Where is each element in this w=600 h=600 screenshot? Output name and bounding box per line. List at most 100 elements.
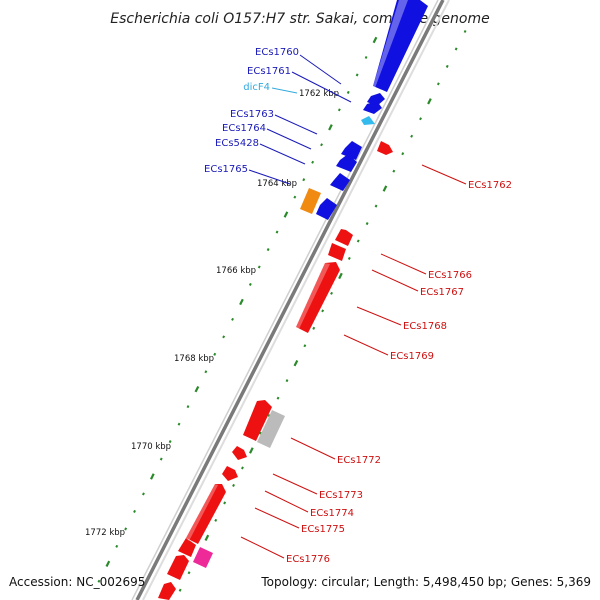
gene-label-ECs1768[interactable]: ECs1768 [403,321,447,332]
outer-track-tick [321,309,325,313]
gene-ECs1760-highlight [373,0,408,88]
inner-track-tick [257,265,261,269]
gene-ECs1774-feature[interactable] [222,466,238,481]
leader-ECs1764 [266,128,312,150]
inner-track-tick [346,90,350,94]
kbp-label-1772: 1772 kbp [85,528,125,538]
outer-track-tick [303,344,307,348]
leader-ECs5428 [259,143,306,165]
outer-track-tick [401,152,405,156]
inner-track-tick [231,317,234,321]
gene-label-ECs5428[interactable]: ECs5428 [215,138,259,149]
inner-track-tick [302,178,306,182]
leader-ECs1767 [371,269,419,292]
outer-track-tick [258,431,262,435]
outer-track-tick [374,204,378,208]
gene-label-ECs1773[interactable]: ECs1773 [319,490,363,501]
reverse-gene-labels: ECs1762 ECs1766 ECs1767 ECs1768 ECs1769 … [286,180,512,565]
gene-ECs1765-feature[interactable] [316,198,337,220]
kbp-label-1766: 1766 kbp [216,266,256,276]
outer-track-tick [330,291,333,295]
inner-track-tick [124,527,128,531]
gene-label-ECs1762[interactable]: ECs1762 [468,180,512,191]
gene-ECs1775-shade [186,484,218,541]
gene-label-ECs1760[interactable]: ECs1760 [255,47,299,58]
outer-track-tick [187,571,191,575]
leader-ECs1766 [380,253,427,275]
outer-track-tick [356,239,360,243]
inner-track-tick [186,405,190,409]
gray-feature[interactable] [257,410,285,448]
gene-ECs1763-feature[interactable] [341,141,362,160]
outer-track-tick [347,256,351,260]
inner-track-tick [337,108,341,112]
inner-track-tick [177,422,181,426]
gene-label-ECs1767[interactable]: ECs1767 [420,287,464,298]
inner-track-tick [194,385,200,393]
leader-ECs1775 [254,507,300,529]
outer-track-tick [267,414,271,418]
outer-track-tick [410,134,414,138]
inner-track-tick [355,73,359,77]
gene-ECs1760-feature[interactable] [373,0,428,92]
gene-label-ECs1769[interactable]: ECs1769 [390,351,434,362]
red-feature-extra-1[interactable] [167,555,189,580]
gene-label-ECs1775[interactable]: ECs1775 [301,524,345,535]
outer-track-tick [232,483,235,487]
inner-track-tick [372,36,378,44]
outer-track-tick [204,534,210,541]
kbp-label-1764: 1764 kbp [257,179,297,189]
leader-ECs1768 [356,306,402,326]
dicF4-feature[interactable] [361,116,375,125]
outer-track-tick [293,359,299,367]
inner-track-tick [204,370,208,374]
gene-ECs5428-feature[interactable] [330,173,350,191]
gene-ECs1768-feature[interactable] [296,262,340,333]
leader-ECs1765 [248,169,291,185]
kbp-label-1762: 1762 kbp [299,89,339,99]
gene-ECs1775-feature[interactable] [186,484,226,544]
gene-ECs1761b-feature[interactable] [363,101,382,114]
backbone-main [135,0,445,600]
inner-track-tick [115,544,119,548]
gene-ECs1773-feature[interactable] [232,446,247,460]
gene-label-ECs1766[interactable]: ECs1766 [428,270,472,281]
inner-track-tick [168,440,172,444]
orange-feature[interactable] [300,188,321,214]
inner-track-tick [328,124,333,131]
outer-track-tick [382,185,388,192]
backbone-outer [142,0,450,600]
outer-track-tick [419,117,422,121]
gene-label-dicF4[interactable]: dicF4 [243,82,270,93]
outer-track-tick [436,82,440,86]
gene-label-ECs1764[interactable]: ECs1764 [222,123,266,134]
gene-label-ECs1763[interactable]: ECs1763 [230,109,274,120]
gene-ECs1772-feature[interactable] [243,400,272,441]
leader-ECs1763 [274,114,318,135]
gene-ECs1776-feature[interactable] [178,538,196,557]
inner-track-tick [222,335,226,339]
gene-label-ECs1772[interactable]: ECs1772 [337,455,381,466]
red-feature-extra-2[interactable] [158,582,176,600]
gene-ECs1764-feature[interactable] [336,154,357,172]
inner-track-tick [364,55,368,59]
inner-track-tick [275,230,279,234]
magenta-feature[interactable] [193,547,213,568]
forward-gene-labels: ECs1760 ECs1761 dicF4 ECs1763 ECs1764 EC… [204,47,299,175]
gene-ECs1767-feature[interactable] [328,243,346,261]
gene-label-ECs1765[interactable]: ECs1765 [204,164,248,175]
gene-label-ECs1761[interactable]: ECs1761 [247,66,291,77]
inner-track-tick [159,457,163,461]
leader-dicF4 [271,87,298,94]
gene-ECs1766-feature[interactable] [335,229,353,246]
tick-tracks [97,29,467,592]
inner-track-tick [97,579,101,583]
inner-track-tick [293,195,297,199]
inner-track-tick [239,298,244,306]
gene-label-ECs1776[interactable]: ECs1776 [286,554,330,565]
inner-track-tick [142,492,145,496]
gene-ECs1762-feature[interactable] [377,141,393,155]
gene-label-ECs1774[interactable]: ECs1774 [310,508,354,519]
inner-track-tick [150,473,155,480]
leader-ECs1776 [240,536,285,559]
